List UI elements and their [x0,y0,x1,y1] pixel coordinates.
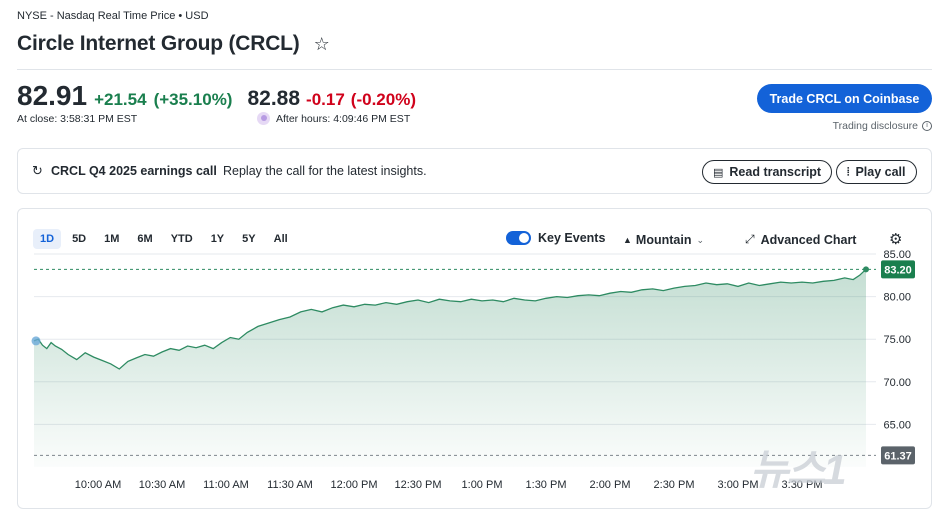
x-tick-label: 2:00 PM [590,479,631,491]
earnings-banner: ↻ CRCL Q4 2025 earnings call Replay the … [17,148,932,194]
moon-icon [257,112,270,125]
x-tick-label: 12:00 PM [330,479,377,491]
trade-button[interactable]: Trade CRCL on Coinbase [757,84,932,113]
prev-close-label: 61.37 [884,450,912,462]
play-call-button[interactable]: ⦙ Play call [836,160,917,184]
exchange-info: NYSE - Nasdaq Real Time Price • USD [17,10,209,22]
star-icon[interactable]: ☆ [313,34,330,54]
close-time: At close: 3:58:31 PM EST [17,113,138,125]
chart-type-label: Mountain [635,233,692,247]
x-tick-label: 12:30 PM [394,479,441,491]
after-hours-change: -0.17 [306,90,345,109]
toggle-switch[interactable] [506,231,531,245]
price-area [34,269,866,467]
read-transcript-button[interactable]: ▤ Read transcript [702,160,833,184]
range-selector: 1D 5D 1M 6M YTD 1Y 5Y All [33,229,299,249]
current-price-dot [863,266,869,273]
play-call-label: Play call [855,165,906,179]
range-1m[interactable]: 1M [104,233,120,245]
after-hours-time: After hours: 4:09:46 PM EST [276,112,411,125]
gear-icon[interactable]: ⚙ [889,231,903,248]
x-tick-label: 11:00 AM [203,479,249,491]
after-hours-time-row: After hours: 4:09:46 PM EST [257,112,410,125]
y-tick-label: 70.00 [883,377,911,389]
price-block: 82.91 +21.54 (+35.10%) 82.88 -0.17 (-0.2… [17,80,416,112]
audio-wave-icon: ⦙ [847,165,850,178]
range-1y[interactable]: 1Y [210,233,225,245]
chart-card: 1D 5D 1M 6M YTD 1Y 5Y All Key Events ▲ Mountain… [17,208,932,509]
expand-icon: ⤢ [745,232,755,246]
after-hours-price: 82.88 [247,87,301,110]
price-change-pct: (+35.10%) [153,90,233,109]
x-tick-label: 10:30 AM [139,479,185,491]
x-tick-label: 3:30 PM [782,479,823,491]
current-price-badge [881,260,915,279]
x-tick-label: 3:00 PM [718,479,759,491]
read-transcript-label: Read transcript [729,165,822,179]
range-6m[interactable]: 6M [137,233,153,245]
mountain-icon: ▲ [623,235,632,245]
x-tick-label: 10:00 AM [75,479,121,491]
watermark: 뉴스1 [750,446,847,493]
range-ytd[interactable]: YTD [170,233,193,245]
trading-disclosure[interactable]: Trading disclosure i [833,120,932,132]
after-hours-change-pct: (-0.20%) [350,90,416,109]
chevron-down-icon: ⌄ [696,234,705,245]
transcript-icon: ▤ [713,166,724,179]
page-title: Circle Internet Group (CRCL) [17,32,300,55]
x-tick-label: 2:30 PM [654,479,695,491]
chart-type-dropdown[interactable]: ▲ Mountain ⌄ [623,233,704,247]
range-all[interactable]: All [273,233,288,245]
current-price-label: 83.20 [884,264,912,276]
y-tick-label: 75.00 [883,334,911,346]
earnings-title: CRCL Q4 2025 earnings call [51,164,217,178]
x-tick-label: 11:30 AM [267,479,313,491]
price: 82.91 [17,80,88,111]
range-1d[interactable]: 1D [33,229,62,249]
key-events-toggle[interactable]: Key Events [506,231,605,245]
title-row: Circle Internet Group (CRCL) ☆ [17,32,330,56]
earnings-subtitle: Replay the call for the latest insights. [223,164,427,178]
info-icon[interactable]: i [922,121,932,131]
trading-disclosure-label: Trading disclosure [832,120,918,132]
y-tick-label: 65.00 [883,419,911,431]
x-tick-label: 1:00 PM [462,479,503,491]
prev-close-badge [881,446,915,465]
key-events-label: Key Events [538,231,606,245]
replay-icon: ↻ [32,163,43,178]
range-5d[interactable]: 5D [72,233,87,245]
range-5y[interactable]: 5Y [242,233,256,245]
y-tick-label: 80.00 [883,292,911,304]
event-marker [31,336,41,346]
divider [17,69,932,70]
price-change: +21.54 [94,90,147,109]
y-tick-label: 85.00 [883,249,911,261]
x-tick-label: 1:30 PM [526,479,567,491]
price-line [33,268,867,370]
advanced-chart-label: Advanced Chart [760,232,857,247]
advanced-chart-button[interactable]: ⤢ Advanced Chart [745,232,856,247]
price-chart: 65.00 70.00 75.00 80.00 85.00 83.20 61.37 10:00… [31,249,915,491]
